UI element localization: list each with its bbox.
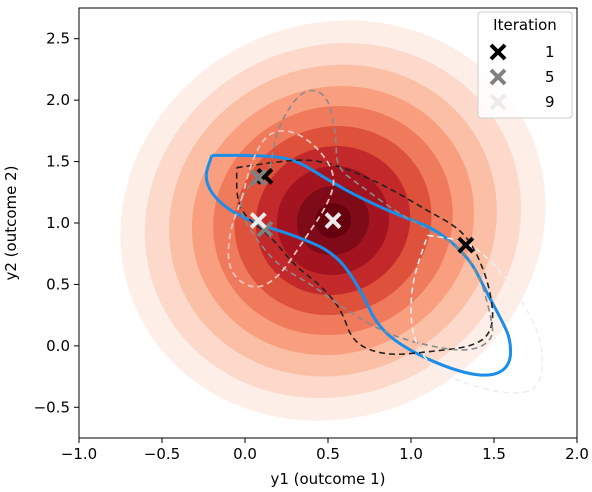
x-tick-label: 1.0	[399, 445, 423, 463]
x-tick-label: 0.0	[233, 445, 257, 463]
legend-marker-1-stroke-b	[489, 43, 507, 61]
marker-iter-9-2	[324, 212, 342, 229]
contour-line-4	[227, 129, 335, 288]
contour-line-3	[240, 89, 494, 351]
legend-box	[477, 11, 573, 119]
legend-marker-9	[489, 93, 507, 111]
contour-line-1	[204, 153, 513, 377]
marker-iter-5-2-stroke-b	[256, 220, 274, 238]
marker-iter-1-2-stroke-b	[457, 236, 475, 254]
legend-marker-5-stroke-b	[489, 68, 507, 86]
legend: Iteration 1 5 9	[477, 11, 573, 119]
y-tick-label: 0.5	[46, 275, 70, 293]
x-tick-label: −0.5	[144, 445, 180, 463]
y-axis-label: y2 (outcome 2)	[2, 165, 20, 280]
y-tick-label: 0.0	[46, 337, 70, 355]
legend-label-5: 5	[545, 68, 555, 86]
legend-marker-5	[489, 68, 507, 86]
y-tick-label: −0.5	[34, 398, 70, 416]
contour-layer	[204, 89, 544, 394]
y-tick-label: 1.0	[46, 214, 70, 232]
x-tick-label: 0.5	[316, 445, 340, 463]
marker-iter-9-1-stroke-b	[249, 212, 267, 229]
contour-line-5	[410, 234, 544, 394]
legend-label-1: 1	[545, 43, 555, 61]
y-axis: −0.5 0.0 0.5 1.0 1.5 2.0 2.5	[34, 30, 79, 416]
y-tick-label: 2.0	[46, 91, 70, 109]
marker-iter-5-1	[249, 169, 267, 186]
legend-marker-9-stroke-b	[489, 93, 507, 111]
legend-label-9: 9	[545, 93, 555, 111]
plot-area	[120, 20, 546, 421]
x-tick-label: −1.0	[61, 445, 97, 463]
legend-title: Iteration	[493, 16, 557, 34]
legend-marker-1	[489, 43, 507, 61]
x-tick-label: 1.5	[482, 445, 506, 463]
marker-iter-5-1-stroke-b	[249, 169, 267, 186]
y-tick-label: 1.5	[46, 153, 70, 171]
y-tick-label: 2.5	[46, 30, 70, 48]
legend-entries: 1 5 9	[489, 43, 555, 111]
x-axis-label: y1 (outcome 1)	[270, 470, 385, 488]
marker-iter-9-1	[249, 212, 267, 229]
marker-iter-1-2	[457, 236, 475, 254]
marker-iter-9-2-stroke-b	[324, 212, 342, 229]
x-tick-label: 2.0	[565, 445, 589, 463]
contour-line-2	[235, 159, 494, 356]
marker-layer	[249, 167, 475, 254]
x-axis: −1.0 −0.5 0.0 0.5 1.0 1.5 2.0	[61, 438, 589, 463]
